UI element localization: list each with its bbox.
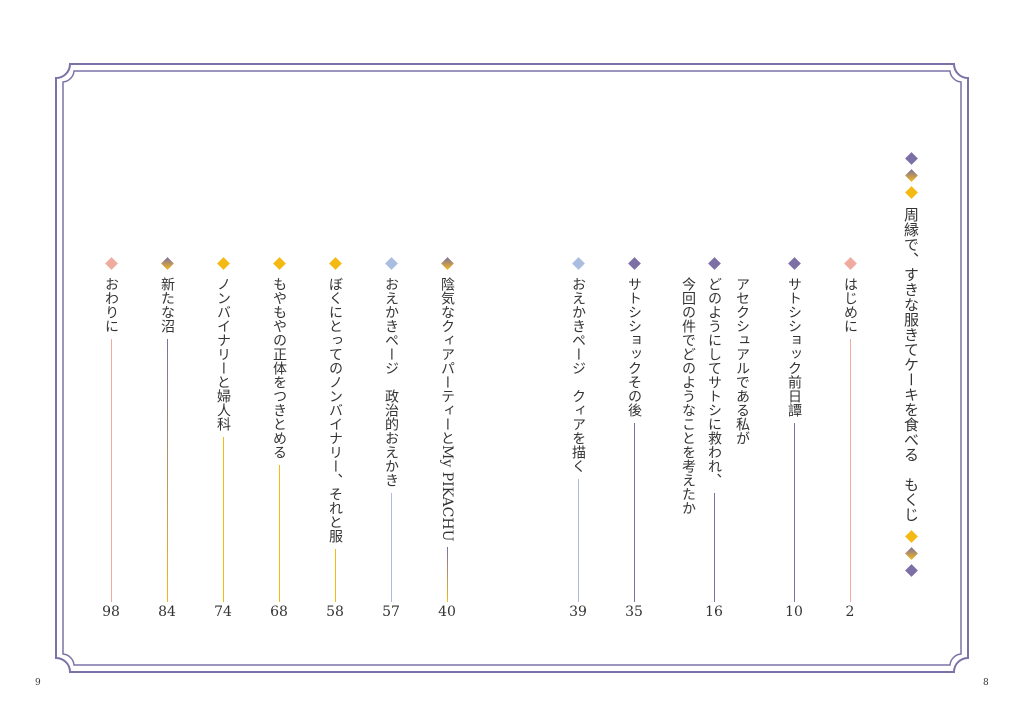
diamond-icon — [707, 257, 721, 270]
toc-entry[interactable]: サトシショック前日譚 — [782, 257, 806, 602]
entry-title: はじめに — [842, 277, 858, 333]
diamond-icon — [904, 186, 918, 199]
diamond-icon — [904, 530, 918, 543]
leader-line — [278, 465, 280, 602]
leader-line — [222, 437, 224, 602]
diamond-icon — [904, 547, 918, 560]
diamond-icon — [104, 257, 118, 270]
entry-title: おえかきページ 政治的おえかき — [383, 277, 399, 487]
entry-page-number: 10 — [785, 604, 803, 620]
page-number-left: 9 — [35, 678, 41, 688]
entry-page-number: 98 — [102, 604, 120, 620]
toc-entry[interactable]: おわりに — [99, 257, 123, 602]
diamond-icon — [787, 257, 801, 270]
toc-entry[interactable]: 陰気なクィアパーティーとMy PIKACHU — [435, 257, 459, 602]
entry-subtitle: アセクシュアルである私が — [734, 277, 750, 445]
toc-entry[interactable]: おえかきページ クィアを描く — [566, 257, 590, 602]
toc-title: 周縁で、すきな服きてケーキを食べる もくじ — [902, 207, 920, 522]
entry-page-number: 84 — [158, 604, 176, 620]
entry-title: 陰気なクィアパーティーとMy PIKACHU — [439, 277, 455, 542]
diamond-icon — [904, 152, 918, 165]
entry-page-number: 39 — [569, 604, 587, 620]
entry-page-number: 2 — [845, 604, 855, 620]
entry-title: どのようにしてサトシに救われ、 — [706, 277, 722, 487]
entry-title: おえかきページ クィアを描く — [570, 277, 586, 473]
entry-page-number: 74 — [214, 604, 232, 620]
leader-line — [166, 339, 168, 602]
entry-page-number: 57 — [382, 604, 400, 620]
diamond-icon — [160, 257, 174, 270]
diamond-icon — [272, 257, 286, 270]
diamond-icon — [571, 257, 585, 270]
toc-entry[interactable]: どのようにしてサトシに救われ、 — [702, 257, 726, 602]
entry-title: ぼくにとってのノンバイナリー、それと服 — [327, 277, 343, 543]
entry-page-number: 58 — [326, 604, 344, 620]
entry-title: ノンバイナリーと婦人科 — [215, 277, 231, 431]
leader-line — [110, 339, 112, 602]
leader-line — [633, 423, 635, 602]
entry-page-number: 40 — [438, 604, 456, 620]
leader-line — [713, 493, 715, 602]
entry-title-line2: 今回の件でどのようなことを考えたか — [680, 277, 696, 515]
diamond-icon — [627, 257, 641, 270]
toc-entry[interactable]: サトシショックその後 — [622, 257, 646, 602]
entry-title: もやもやの正体をつきとめる — [271, 277, 287, 459]
diamond-icon — [843, 257, 857, 270]
leader-line — [849, 339, 851, 602]
toc-entry[interactable]: おえかきページ 政治的おえかき — [379, 257, 403, 602]
toc-entry[interactable]: ノンバイナリーと婦人科 — [211, 257, 235, 602]
page-number-right: 8 — [983, 678, 989, 688]
toc-entry[interactable]: ぼくにとってのノンバイナリー、それと服 — [323, 257, 347, 602]
leader-line — [577, 479, 579, 602]
diamond-icon — [216, 257, 230, 270]
entry-title: サトシショック前日譚 — [786, 277, 802, 417]
leader-line — [334, 549, 336, 602]
entry-page-number: 35 — [625, 604, 643, 620]
diamond-icon — [328, 257, 342, 270]
toc-title-block: 周縁で、すきな服きてケーキを食べる もくじ — [899, 150, 923, 579]
diamond-icon — [440, 257, 454, 270]
entry-page-number: 16 — [705, 604, 723, 620]
entry-page-number: 68 — [270, 604, 288, 620]
toc-entry[interactable]: 新たな沼 — [155, 257, 179, 602]
leader-line — [793, 423, 795, 602]
toc-entry[interactable]: はじめに — [838, 257, 862, 602]
entry-title: サトシショックその後 — [626, 277, 642, 417]
leader-line — [446, 547, 448, 602]
toc-entry[interactable]: もやもやの正体をつきとめる — [267, 257, 291, 602]
diamond-icon — [384, 257, 398, 270]
diamond-icon — [904, 564, 918, 577]
entry-title: 新たな沼 — [159, 277, 175, 333]
leader-line — [390, 493, 392, 602]
entry-title: おわりに — [103, 277, 119, 333]
diamond-icon — [904, 169, 918, 182]
